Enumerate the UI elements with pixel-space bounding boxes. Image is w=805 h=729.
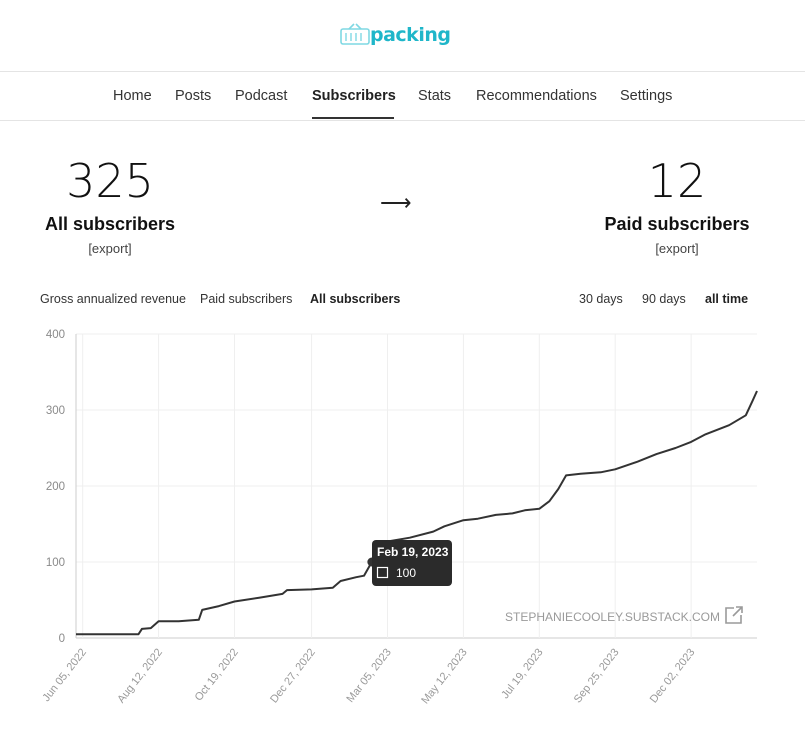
nav-posts[interactable]: Posts bbox=[175, 88, 212, 104]
active-tab-underline bbox=[312, 117, 394, 119]
tv-icon bbox=[340, 23, 370, 45]
all-subscribers-series-line bbox=[76, 390, 758, 636]
watermark-text: STEPHANIECOOLEY.SUBSTACK.COM bbox=[505, 610, 720, 624]
all-subscribers-export-link[interactable]: [export] bbox=[88, 241, 132, 256]
publication-logo[interactable]: packing bbox=[340, 20, 451, 50]
range-30-days[interactable]: 30 days bbox=[579, 292, 623, 306]
all-subscribers-count: 325 bbox=[66, 154, 154, 208]
x-tick-label: Mar 05, 2023 bbox=[344, 646, 393, 704]
logo-text: packing bbox=[370, 24, 451, 46]
hover-point bbox=[367, 557, 377, 567]
y-tick-label: 100 bbox=[46, 557, 65, 569]
external-link-icon-stroke bbox=[736, 606, 743, 613]
y-tick-label: 400 bbox=[46, 329, 65, 341]
arrow-right-icon: ⟶ bbox=[380, 190, 412, 215]
nav-stats[interactable]: Stats bbox=[418, 88, 452, 104]
x-tick-label: Oct 19, 2022 bbox=[193, 646, 241, 703]
range-all-time[interactable]: all time bbox=[705, 292, 749, 306]
x-tick-label: Dec 02, 2023 bbox=[648, 646, 698, 705]
external-link-icon[interactable] bbox=[725, 606, 743, 624]
main-nav: Home Posts Podcast Subscribers Stats Rec… bbox=[0, 72, 805, 121]
x-tick-label: Aug 12, 2022 bbox=[115, 646, 165, 705]
x-tick-label: May 12, 2023 bbox=[419, 646, 469, 706]
tooltip-date: Feb 19, 2023 bbox=[377, 545, 449, 559]
paid-subscribers-label: Paid subscribers bbox=[604, 214, 750, 234]
tooltip-value: 100 bbox=[396, 566, 416, 580]
y-tick-label: 0 bbox=[59, 633, 65, 645]
external-link-icon-stroke bbox=[732, 606, 743, 617]
x-tick-label: Jul 19, 2023 bbox=[499, 646, 545, 701]
y-tick-label: 200 bbox=[46, 481, 65, 493]
nav-settings[interactable]: Settings bbox=[620, 88, 673, 104]
all-subscribers-label: All subscribers bbox=[44, 214, 176, 234]
range-90-days[interactable]: 90 days bbox=[642, 292, 686, 306]
tooltip-series-swatch bbox=[376, 566, 389, 579]
nav-podcast[interactable]: Podcast bbox=[235, 88, 288, 104]
nav-recommendations[interactable]: Recommendations bbox=[476, 88, 597, 104]
paid-subscribers-stat: 12 Paid subscribers [export] bbox=[597, 158, 757, 256]
nav-subscribers[interactable]: Subscribers bbox=[312, 88, 396, 104]
x-tick-label: Jun 05, 2022 bbox=[40, 646, 89, 704]
tab-all-subscribers[interactable]: All subscribers bbox=[310, 292, 401, 306]
external-link-icon-stroke bbox=[725, 607, 742, 624]
nav-home[interactable]: Home bbox=[113, 88, 152, 104]
tab-paid-subscribers[interactable]: Paid subscribers bbox=[200, 292, 293, 306]
paid-subscribers-count: 12 bbox=[647, 154, 707, 208]
y-tick-label: 300 bbox=[46, 405, 65, 417]
paid-subscribers-export-link[interactable]: [export] bbox=[655, 241, 699, 256]
tooltip-box bbox=[372, 540, 452, 586]
x-tick-label: Sep 25, 2023 bbox=[572, 646, 622, 705]
x-tick-label: Dec 27, 2022 bbox=[268, 646, 318, 705]
all-subscribers-stat: 325 All subscribers [export] bbox=[30, 158, 190, 256]
tab-gross-annualized-revenue[interactable]: Gross annualized revenue bbox=[40, 292, 186, 306]
header: packing bbox=[0, 0, 805, 72]
